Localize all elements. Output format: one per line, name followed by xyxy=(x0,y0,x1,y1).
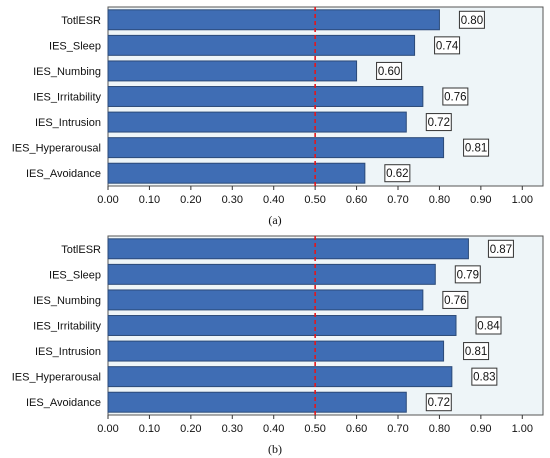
chart-a: TotlESR 0.80 IES_Sleep 0.74 IES_Numbing 0.60 I… xyxy=(12,6,544,227)
category-label: IES_Avoidance xyxy=(26,397,101,409)
category-label: IES_Irritability xyxy=(33,92,101,104)
category-label: IES_Sleep xyxy=(49,269,101,281)
bar xyxy=(107,9,440,31)
bar xyxy=(107,391,407,413)
x-tick-label: 0.30 xyxy=(222,423,243,435)
panel-caption: (a) xyxy=(268,213,281,227)
x-tick-label: 0.70 xyxy=(387,194,408,206)
data-label-box xyxy=(384,164,411,183)
category-label: IES_Irritability xyxy=(33,321,101,333)
category-label: IES_Avoidance xyxy=(26,168,101,180)
x-tick-label: 1.00 xyxy=(512,194,533,206)
data-label: 0.81 xyxy=(465,346,487,358)
panel-caption: (b) xyxy=(268,442,282,456)
x-tick-label: 0.50 xyxy=(304,194,325,206)
x-tick-label: 0.80 xyxy=(429,194,450,206)
data-label: 0.76 xyxy=(444,92,466,104)
category-label: IES_Numbing xyxy=(33,295,101,307)
x-tick-label: 1.00 xyxy=(512,423,533,435)
data-label-box xyxy=(442,290,469,309)
bar xyxy=(107,289,424,311)
data-label-box xyxy=(463,342,490,361)
x-tick-label: 0.30 xyxy=(222,194,243,206)
x-tick-label: 0.90 xyxy=(470,194,491,206)
data-label: 0.84 xyxy=(477,321,500,333)
x-tick-label: 0.10 xyxy=(139,423,160,435)
data-label-box xyxy=(475,316,502,335)
data-label-box xyxy=(425,393,452,412)
bar xyxy=(107,111,407,133)
category-label: IES_Hyperarousal xyxy=(12,372,101,384)
data-label-box xyxy=(454,265,481,284)
x-tick-label: 0.00 xyxy=(97,423,118,435)
data-label-box xyxy=(442,87,469,106)
x-tick-label: 0.40 xyxy=(263,423,284,435)
bar xyxy=(107,60,358,82)
data-label-box xyxy=(434,36,461,55)
data-label: 0.72 xyxy=(428,117,450,129)
data-label-box xyxy=(471,367,498,386)
x-tick-label: 0.50 xyxy=(304,423,325,435)
data-label: 0.74 xyxy=(436,40,459,52)
x-tick-label: 0.90 xyxy=(470,423,491,435)
data-label: 0.83 xyxy=(473,372,495,384)
x-tick-label: 0.70 xyxy=(387,423,408,435)
bar xyxy=(107,366,453,388)
x-tick-label: 0.40 xyxy=(263,194,284,206)
bar xyxy=(107,340,445,362)
chart-b: TotlESR 0.87 IES_Sleep 0.79 IES_Numbing 0.76 I… xyxy=(12,235,544,456)
bar xyxy=(107,137,445,159)
data-label-box xyxy=(487,239,514,258)
x-tick-label: 0.10 xyxy=(139,194,160,206)
bar xyxy=(107,238,469,260)
x-tick-label: 0.00 xyxy=(97,194,118,206)
data-label-box xyxy=(458,10,485,29)
bar xyxy=(107,34,416,56)
category-label: IES_Sleep xyxy=(49,40,101,52)
category-label: TotlESR xyxy=(61,15,101,27)
data-label: 0.87 xyxy=(490,244,512,256)
category-label: IES_Hyperarousal xyxy=(12,143,101,155)
x-tick-label: 0.60 xyxy=(346,194,367,206)
data-label: 0.62 xyxy=(386,168,408,180)
data-label: 0.80 xyxy=(461,15,483,27)
data-label: 0.79 xyxy=(457,269,479,281)
bar xyxy=(107,162,366,184)
category-label: IES_Intrusion xyxy=(35,346,101,358)
data-label: 0.76 xyxy=(444,295,466,307)
bar xyxy=(107,86,424,107)
data-label: 0.60 xyxy=(378,66,400,78)
x-tick-label: 0.20 xyxy=(180,194,201,206)
x-tick-label: 0.60 xyxy=(346,423,367,435)
category-label: IES_Numbing xyxy=(33,66,101,78)
bar xyxy=(107,315,457,336)
x-tick-label: 0.20 xyxy=(180,423,201,435)
bar xyxy=(107,263,436,285)
data-label-box xyxy=(463,138,490,157)
category-label: IES_Intrusion xyxy=(35,117,101,129)
category-label: TotlESR xyxy=(61,244,101,256)
data-label: 0.81 xyxy=(465,143,487,155)
data-label: 0.72 xyxy=(428,397,450,409)
data-label-box xyxy=(376,61,403,80)
data-label-box xyxy=(425,113,452,132)
x-tick-label: 0.80 xyxy=(429,423,450,435)
